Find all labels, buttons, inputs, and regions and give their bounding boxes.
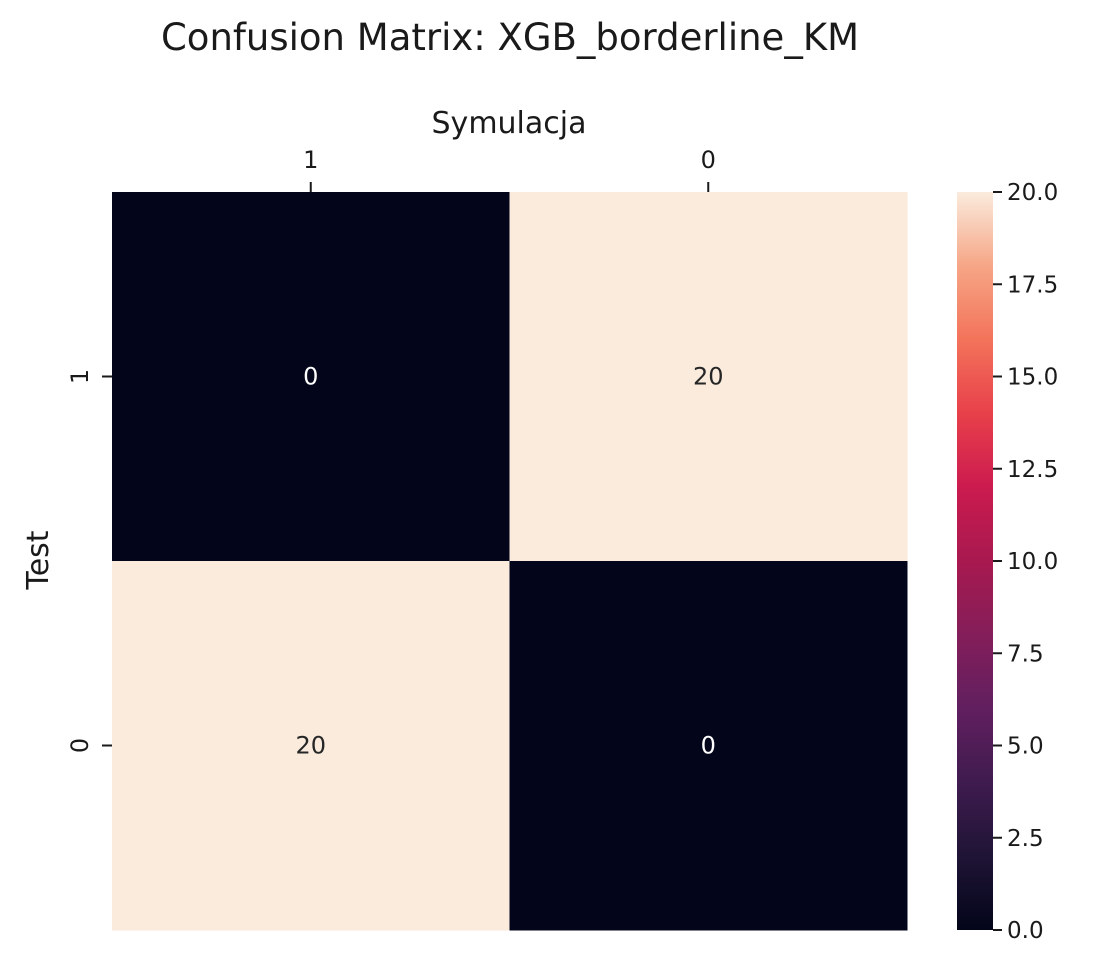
cell-value-r1-c1: 0: [701, 732, 716, 760]
cell-annotations: 0 20 20 0: [295, 363, 723, 760]
heatmap-cell-r1-c0: [112, 561, 510, 931]
heatmap-cells: [112, 192, 908, 931]
chart-title: Confusion Matrix: XGB_borderline_KM: [161, 16, 859, 59]
y-axis-ticks: 10: [66, 369, 112, 753]
cell-value-r0-c0: 0: [303, 363, 318, 391]
colorbar-tick-label-3: 7.5: [1007, 641, 1044, 667]
cell-value-r0-c1: 20: [693, 363, 724, 391]
y-tick-label-1: 0: [66, 738, 94, 753]
x-tick-label-0: 1: [303, 146, 318, 174]
colorbar-tick-label-6: 15.0: [1007, 365, 1058, 391]
colorbar-ticks: 0.0 2.5 5.0 7.5 10.0 12.5 15.0 17.5 20.0: [993, 180, 1058, 944]
x-axis-label: Symulacja: [432, 106, 587, 141]
colorbar-tick-label-5: 12.5: [1007, 457, 1058, 483]
colorbar-tick-label-2: 5.0: [1007, 734, 1044, 760]
colorbar: [957, 192, 993, 930]
y-tick-label-0: 1: [66, 369, 94, 384]
cell-value-r1-c0: 20: [295, 732, 326, 760]
heatmap-cell-r1-c1: [509, 561, 908, 931]
colorbar-tick-label-4: 10.0: [1007, 549, 1058, 575]
heatmap-cell-r0-c1: [509, 192, 908, 562]
colorbar-tick-label-7: 17.5: [1007, 272, 1058, 298]
colorbar-tick-label-1: 2.5: [1007, 826, 1044, 852]
x-tick-label-1: 0: [701, 146, 716, 174]
colorbar-tick-label-8: 20.0: [1007, 180, 1058, 206]
heatmap-cell-r0-c0: [112, 192, 510, 562]
y-axis-label: Test: [21, 530, 56, 590]
colorbar-tick-label-0: 0.0: [1007, 918, 1044, 944]
